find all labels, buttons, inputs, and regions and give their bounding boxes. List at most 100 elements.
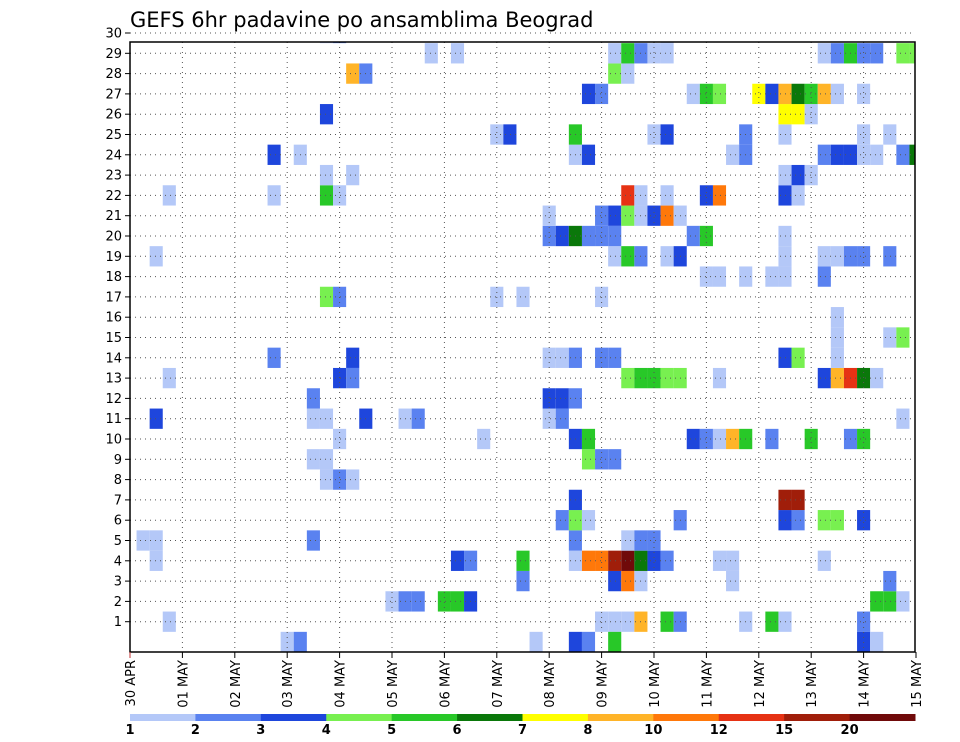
precip-cell	[595, 611, 609, 632]
precip-cell	[319, 164, 334, 186]
precip-cell	[870, 367, 884, 389]
precip-cell	[581, 83, 596, 105]
precip-cell	[162, 611, 176, 632]
precip-cell	[830, 347, 844, 368]
precip-cell	[346, 367, 360, 389]
precip-cell	[621, 530, 635, 551]
precip-cell	[555, 225, 569, 247]
precip-cell	[791, 510, 805, 531]
precip-cell	[595, 205, 609, 226]
colorbar-swatch	[849, 714, 916, 721]
precip-cell	[568, 631, 582, 652]
colorbar-label: 5	[387, 723, 396, 738]
precip-cell	[267, 185, 281, 206]
colorbar-label: 8	[583, 723, 592, 738]
precip-cell	[490, 286, 504, 308]
precip-cell	[857, 611, 871, 632]
colorbar-swatch	[587, 714, 654, 721]
precip-cell	[477, 428, 491, 450]
precip-cell	[909, 43, 915, 64]
y-tick-label: 18	[105, 270, 122, 285]
precip-cell	[699, 185, 713, 206]
precip-cell	[608, 225, 622, 247]
y-tick-label: 6	[114, 514, 122, 529]
precip-cell	[581, 225, 596, 247]
precip-cell	[608, 550, 622, 571]
precip-cell	[857, 428, 871, 450]
precip-cell	[857, 510, 871, 531]
precip-cell	[333, 185, 347, 206]
colorbar-label: 20	[841, 723, 859, 738]
precip-cell	[712, 266, 727, 287]
precip-cell	[149, 246, 163, 267]
precip-cell	[857, 246, 871, 267]
precip-cell	[267, 144, 281, 165]
precip-cell	[621, 367, 635, 389]
precip-cell	[804, 83, 818, 105]
x-tick-label: 06 MAY	[438, 660, 453, 708]
precip-cell	[686, 83, 700, 105]
precip-cell	[267, 347, 281, 368]
colorbar-label: 15	[775, 723, 793, 738]
y-tick-label: 29	[105, 47, 122, 62]
precip-cell	[660, 205, 674, 226]
y-tick-label: 25	[105, 128, 122, 143]
precip-cell	[162, 367, 176, 389]
precip-cell	[555, 388, 569, 409]
colorbar-swatch	[653, 714, 720, 721]
precip-cell	[306, 530, 320, 551]
precip-cell	[699, 83, 713, 105]
precip-cell	[595, 225, 609, 247]
colorbar-swatch	[457, 714, 523, 721]
precip-cell	[581, 449, 596, 470]
precip-cell	[621, 570, 635, 592]
precip-cell	[319, 408, 334, 429]
precip-cell	[516, 550, 530, 571]
precip-cell	[346, 164, 360, 186]
colorbar-swatch	[326, 714, 393, 721]
precip-cell	[647, 367, 661, 389]
precip-cell	[516, 286, 530, 308]
precip-cell	[896, 591, 910, 612]
precip-cell	[581, 144, 596, 165]
precip-cell	[424, 43, 438, 64]
x-tick-label: 09 MAY	[596, 660, 611, 708]
x-tick-label: 08 MAY	[543, 660, 558, 708]
precip-cell	[752, 83, 766, 105]
precip-cell	[149, 530, 163, 551]
precip-cell	[411, 591, 425, 612]
precip-cell	[581, 631, 596, 652]
precip-cell	[712, 428, 727, 450]
y-tick-label: 23	[105, 169, 122, 184]
precip-cell	[857, 631, 871, 652]
precip-cell	[817, 246, 831, 267]
precip-cell	[791, 164, 805, 186]
precip-cell	[817, 144, 831, 165]
y-tick-label: 19	[105, 250, 122, 265]
precip-cell	[581, 510, 596, 531]
precip-cell	[791, 104, 805, 125]
precip-cell	[830, 307, 844, 328]
x-tick-label: 12 MAY	[753, 660, 768, 708]
colorbar-label: 1	[125, 723, 134, 738]
y-tick-label: 30	[105, 27, 122, 42]
precip-cell	[883, 327, 897, 348]
precip-cell	[149, 550, 163, 571]
precip-cell	[817, 83, 831, 105]
colorbar-label: 6	[453, 723, 462, 738]
precip-cell	[555, 510, 569, 531]
y-tick-label: 20	[105, 230, 122, 245]
precip-cell	[712, 83, 727, 105]
precip-cell	[437, 591, 451, 612]
precip-cell	[608, 611, 622, 632]
x-tick-label: 13 MAY	[805, 660, 820, 708]
precip-cell	[791, 489, 805, 511]
precip-cell	[817, 266, 831, 287]
precip-cell	[136, 530, 150, 551]
precip-cell	[712, 367, 727, 389]
precip-cell	[450, 591, 465, 612]
y-tick-label: 11	[105, 412, 122, 427]
precip-cell	[162, 185, 176, 206]
precip-cell	[791, 83, 805, 105]
